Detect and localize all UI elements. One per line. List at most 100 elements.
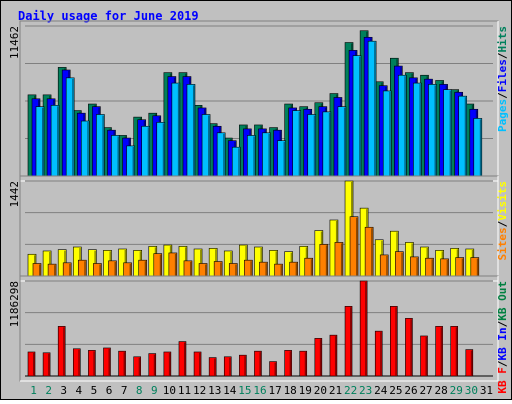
bar-shade (174, 253, 177, 276)
bar (138, 259, 147, 277)
bar (319, 244, 329, 277)
bar (183, 260, 193, 277)
bar-shade (223, 133, 225, 176)
bar (57, 326, 66, 377)
bar (443, 89, 452, 177)
bar (168, 252, 178, 277)
bar (123, 262, 132, 277)
bar-shade (283, 141, 286, 176)
chart-title: Daily usage for June 2019 (18, 9, 199, 23)
bar (307, 114, 317, 177)
bar-shade (162, 123, 165, 176)
bar (163, 351, 172, 377)
bar (277, 140, 286, 177)
bar-shade (328, 112, 331, 176)
bar (337, 106, 347, 177)
bar-shade (431, 259, 434, 276)
legend-label: Sites/Visits (496, 181, 509, 261)
bar-shade (57, 106, 59, 176)
bar-body (42, 352, 51, 377)
bar-shade (39, 264, 41, 276)
bar-body (239, 354, 247, 377)
bar-shade (476, 258, 479, 276)
bar-shade (464, 97, 467, 176)
bar-shade (177, 84, 180, 176)
bar (289, 261, 298, 277)
bar-body (405, 318, 413, 377)
panel-visits-sites: 1442 Sites/Visits (8, 175, 509, 282)
bar-shade (295, 263, 298, 276)
bar (398, 74, 407, 177)
bar-shade (461, 258, 464, 276)
bar-shade (425, 336, 428, 376)
bar (367, 40, 377, 177)
x-tick-label: 20 (314, 384, 327, 397)
bar (153, 253, 163, 277)
bar (379, 254, 389, 277)
bar-shade (479, 119, 482, 176)
bar (450, 326, 459, 377)
legend-entry: / (496, 220, 509, 227)
x-tick-label: 22 (344, 384, 357, 397)
bar-shade (129, 263, 132, 276)
bar-shade (274, 362, 277, 376)
bar-shade (159, 254, 162, 276)
bar (405, 318, 413, 377)
legend-label: Pages/Files/Hits (496, 26, 509, 132)
x-tick-label: 19 (299, 384, 312, 397)
bar (465, 349, 474, 377)
legend-entry: / (496, 360, 509, 367)
x-tick-label: 11 (178, 384, 191, 397)
bar-shade (365, 282, 367, 376)
x-tick-label: 5 (91, 384, 98, 397)
bar (178, 341, 187, 377)
bar-shade (343, 107, 346, 176)
bar-body (254, 350, 262, 377)
x-tick-label: 16 (253, 384, 266, 397)
bar (186, 84, 196, 177)
bar-shade (350, 307, 352, 376)
bar-shade (63, 327, 65, 376)
bar (359, 280, 368, 377)
bar-shade (132, 146, 135, 176)
x-tick-label: 10 (163, 384, 176, 397)
legend-label: KB F/KB In/KB Out (496, 281, 509, 394)
x-tick-label: 29 (450, 384, 463, 397)
bar-body (178, 341, 187, 377)
bar-body (420, 335, 428, 377)
x-tick-label: 27 (419, 384, 432, 397)
series-sites (32, 216, 480, 277)
x-tick-label: 3 (60, 384, 67, 397)
x-tick-label: 12 (193, 384, 206, 397)
bar-shade (189, 261, 192, 276)
bar-shade (259, 352, 261, 376)
bar-shade (214, 358, 216, 376)
bar-shade (238, 148, 240, 176)
bar (364, 226, 374, 277)
bar-body (27, 351, 36, 377)
bar (244, 259, 253, 277)
bar (382, 90, 392, 177)
bar (374, 330, 383, 377)
bar-body (148, 353, 157, 377)
bar-shade (275, 251, 278, 276)
x-tick-label: 24 (374, 384, 388, 397)
bar-shade (183, 342, 186, 376)
bar (349, 216, 359, 277)
bar (65, 77, 75, 177)
bar (80, 120, 90, 177)
bar-shade (147, 127, 150, 176)
x-tick-label: 9 (151, 384, 158, 397)
bar (108, 260, 117, 277)
bar-shade (48, 353, 50, 376)
bar (269, 361, 277, 377)
x-tick-label: 17 (268, 384, 281, 397)
bar (470, 257, 480, 277)
bar-body (435, 326, 443, 377)
bar (352, 55, 362, 177)
legend-entry: Files (496, 59, 509, 92)
bar-shade (93, 351, 95, 376)
bar (35, 106, 45, 177)
